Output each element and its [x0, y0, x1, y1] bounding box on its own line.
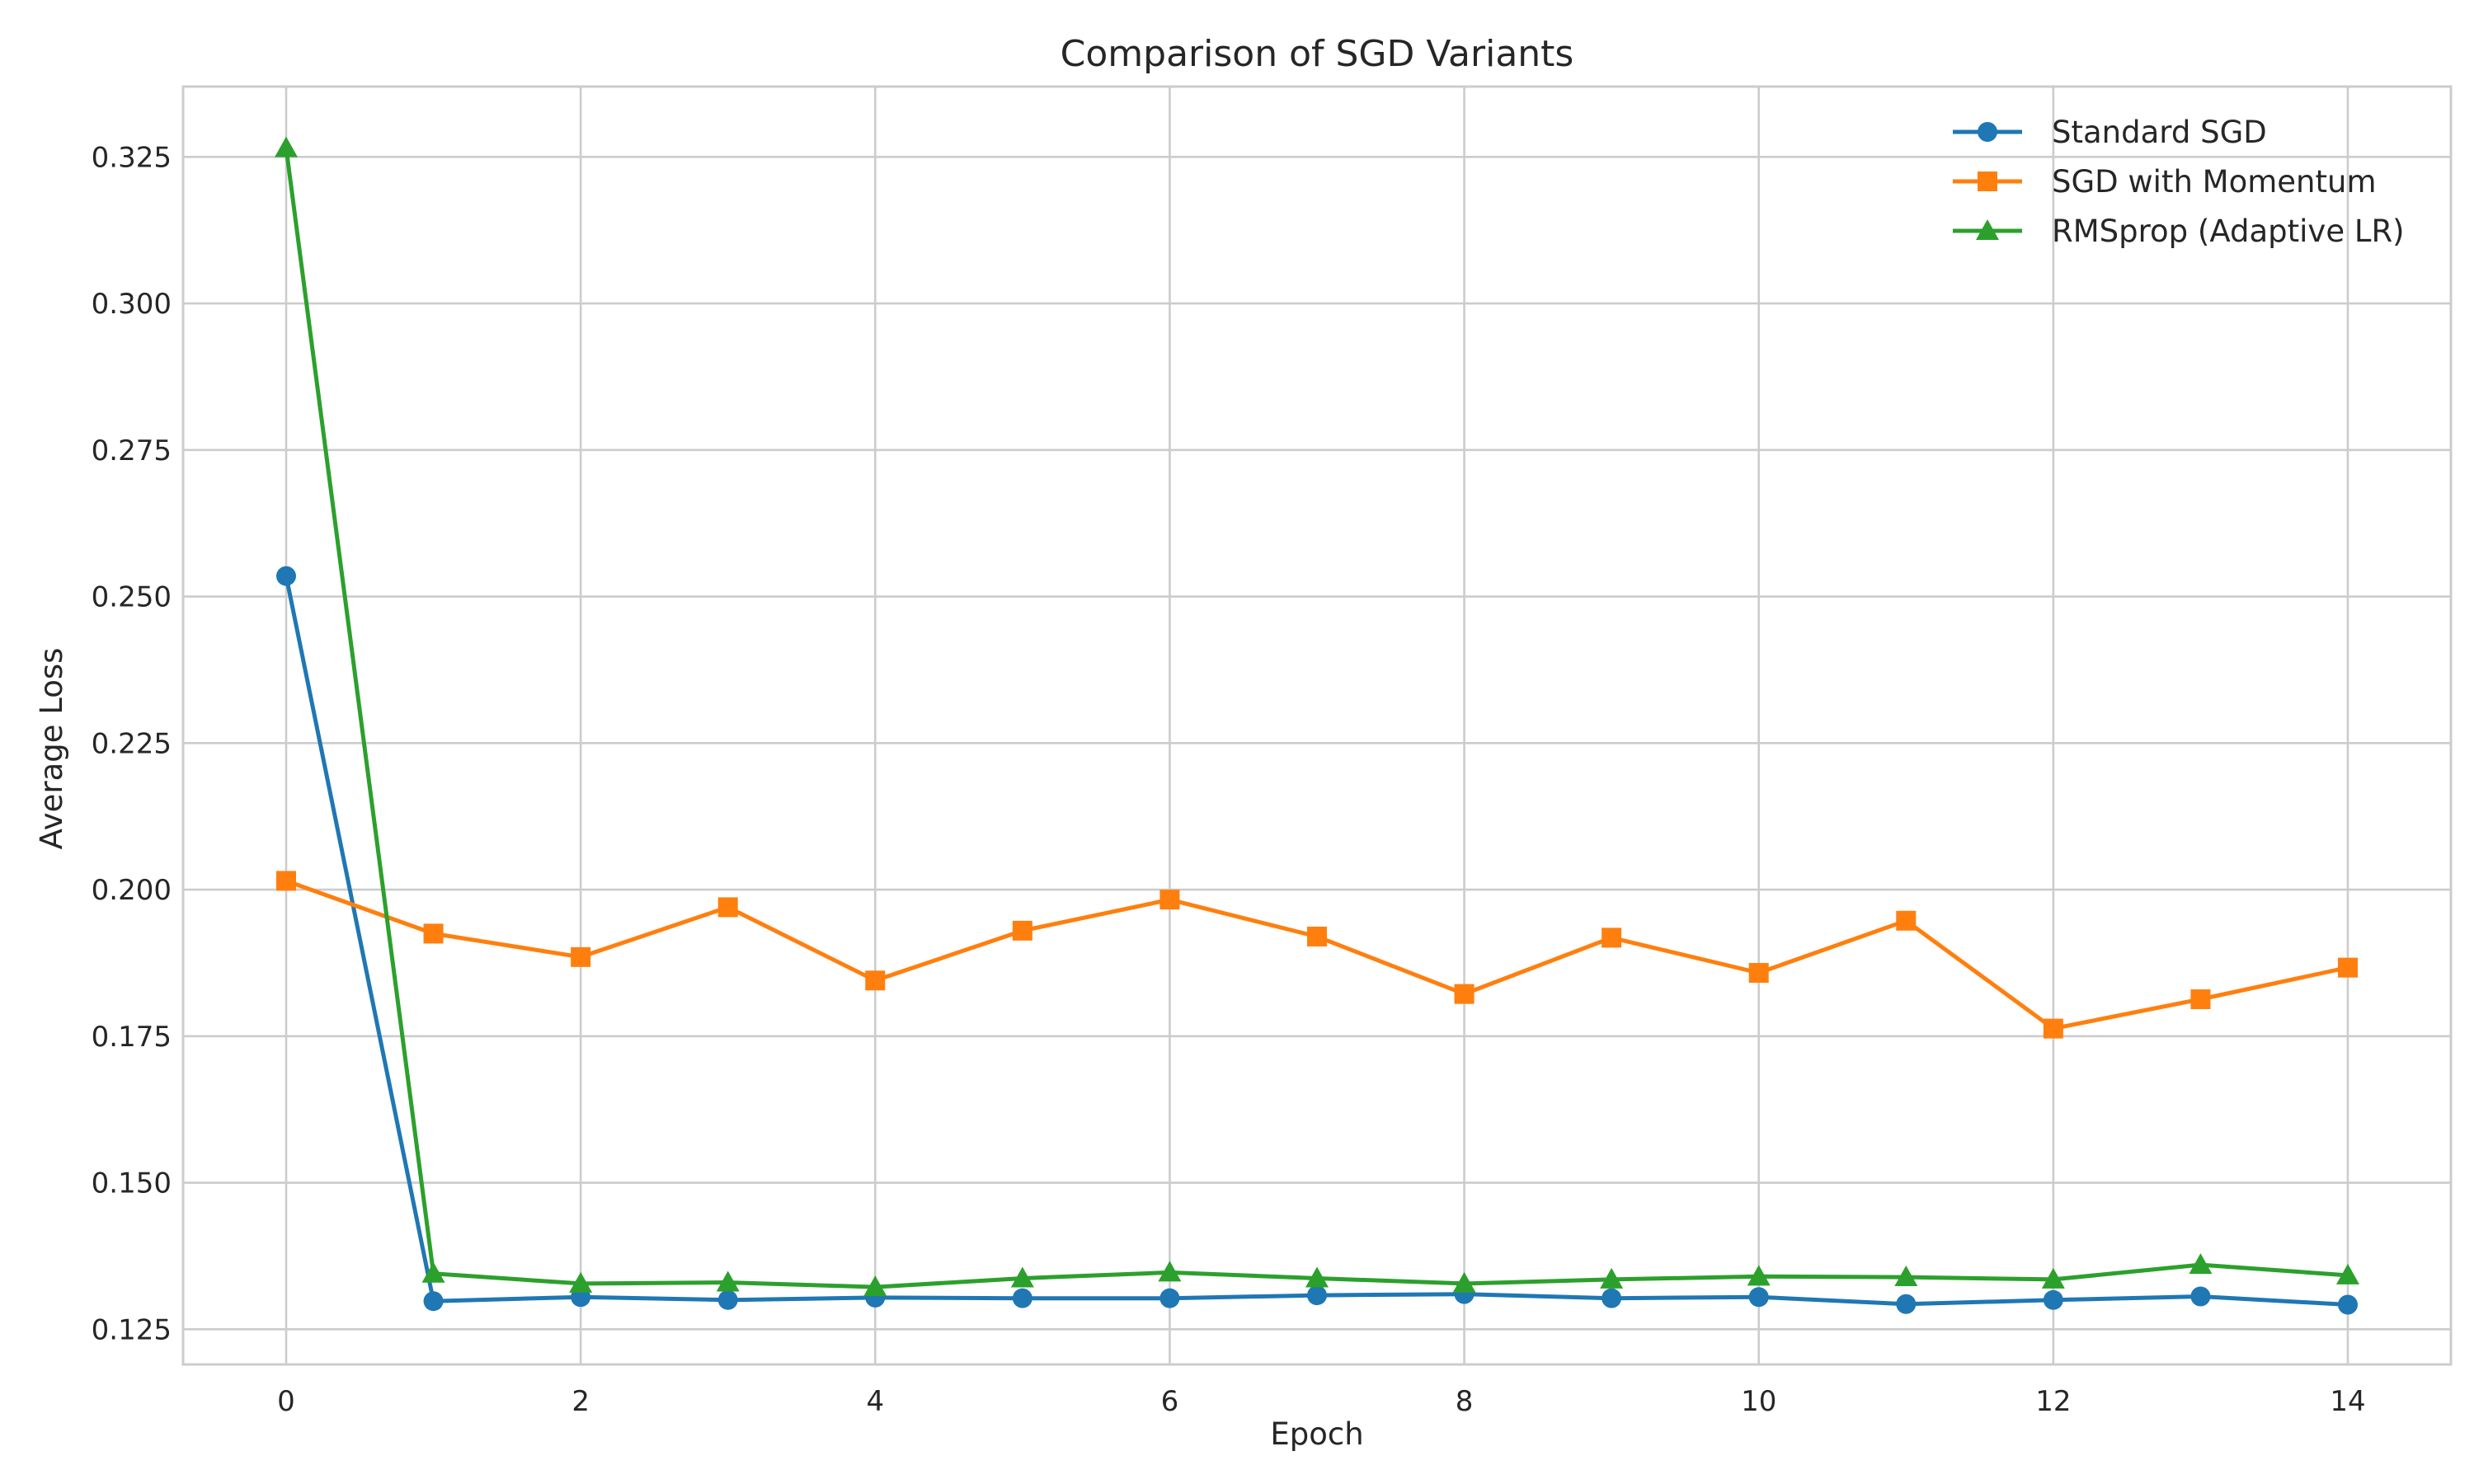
data-point-rmsprop-adaptive-lr [863, 1275, 887, 1297]
data-point-rmsprop-adaptive-lr [1894, 1266, 1918, 1287]
legend-marker [1978, 122, 1997, 142]
y-tick-label: 0.250 [92, 581, 172, 614]
data-point-rmsprop-adaptive-lr [1452, 1271, 1476, 1293]
legend-label: SGD with Momentum [2052, 164, 2377, 200]
data-point-standard-sgd [2043, 1289, 2063, 1310]
data-point-standard-sgd [276, 566, 296, 586]
legend-item-rmsprop-adaptive-lr: RMSprop (Adaptive LR) [1953, 214, 2405, 249]
data-point-sgd-with-momentum [717, 897, 738, 918]
data-point-sgd-with-momentum [276, 871, 296, 891]
grid [183, 87, 2451, 1364]
data-point-sgd-with-momentum [1159, 890, 1180, 910]
data-point-sgd-with-momentum [571, 946, 591, 967]
data-point-sgd-with-momentum [1602, 928, 1622, 948]
data-point-sgd-with-momentum [1454, 984, 1475, 1004]
legend-label: Standard SGD [2052, 115, 2267, 150]
data-point-sgd-with-momentum [2043, 1018, 2063, 1039]
data-point-sgd-with-momentum [2190, 989, 2211, 1010]
y-tick-label: 0.225 [92, 727, 172, 760]
x-tick-label: 2 [571, 1385, 590, 1418]
legend-label: RMSprop (Adaptive LR) [2052, 214, 2405, 249]
x-tick-label: 10 [1741, 1385, 1776, 1418]
data-point-sgd-with-momentum [1012, 920, 1032, 941]
data-point-standard-sgd [1896, 1294, 1917, 1314]
y-tick-label: 0.150 [92, 1167, 172, 1200]
data-point-standard-sgd [1012, 1288, 1032, 1308]
data-point-rmsprop-adaptive-lr [2336, 1263, 2359, 1284]
data-point-rmsprop-adaptive-lr [569, 1271, 593, 1293]
legend-marker [1976, 219, 1999, 240]
x-axis-label: Epoch [1270, 1416, 1363, 1452]
data-point-rmsprop-adaptive-lr [1010, 1266, 1034, 1288]
x-tick-label: 12 [2035, 1385, 2071, 1418]
data-point-rmsprop-adaptive-lr [1747, 1265, 1771, 1286]
x-tick-label: 4 [866, 1385, 884, 1418]
data-point-sgd-with-momentum [865, 970, 886, 991]
y-tick-label: 0.300 [92, 288, 172, 321]
legend-item-sgd-with-momentum: SGD with Momentum [1953, 164, 2377, 200]
data-point-rmsprop-adaptive-lr [1305, 1266, 1329, 1288]
data-point-sgd-with-momentum [423, 923, 444, 944]
x-tick-label: 14 [2330, 1385, 2365, 1418]
y-tick-label: 0.175 [92, 1021, 172, 1054]
y-axis-label: Average Loss [34, 648, 69, 850]
data-point-standard-sgd [1307, 1285, 1327, 1306]
data-markers [275, 136, 2359, 1315]
data-point-rmsprop-adaptive-lr [2041, 1267, 2065, 1289]
x-tick-label: 6 [1161, 1385, 1179, 1418]
data-point-rmsprop-adaptive-lr [275, 136, 298, 157]
data-point-rmsprop-adaptive-lr [421, 1261, 445, 1283]
data-point-standard-sgd [1159, 1288, 1180, 1308]
chart-title: Comparison of SGD Variants [1061, 33, 1574, 75]
legend-item-standard-sgd: Standard SGD [1953, 115, 2267, 150]
tick-labels: 0 2 4 6 8 10 12 14 0.125 0.150 0.175 0.200 0.225 0.25… [92, 141, 2366, 1418]
x-tick-label: 0 [277, 1385, 295, 1418]
data-point-rmsprop-adaptive-lr [1158, 1261, 1182, 1282]
data-point-sgd-with-momentum [1307, 926, 1327, 946]
data-point-standard-sgd [1602, 1288, 1622, 1308]
data-point-rmsprop-adaptive-lr [1600, 1267, 1624, 1289]
y-tick-label: 0.275 [92, 434, 172, 467]
legend: Standard SGD SGD with Momentum RMSprop (Ad… [1953, 115, 2405, 249]
data-point-rmsprop-adaptive-lr [2189, 1253, 2213, 1275]
data-point-sgd-with-momentum [2338, 957, 2358, 978]
legend-marker [1978, 171, 1997, 191]
data-point-standard-sgd [2190, 1286, 2211, 1307]
plot-frame [181, 85, 2453, 1366]
y-tick-label: 0.125 [92, 1313, 172, 1346]
data-point-standard-sgd [423, 1291, 444, 1312]
data-point-sgd-with-momentum [1896, 910, 1917, 931]
x-tick-label: 8 [1456, 1385, 1474, 1418]
y-tick-label: 0.325 [92, 141, 172, 174]
y-tick-label: 0.200 [92, 874, 172, 907]
data-point-rmsprop-adaptive-lr [716, 1270, 740, 1292]
data-point-standard-sgd [2338, 1294, 2358, 1315]
data-point-standard-sgd [717, 1289, 738, 1310]
data-point-standard-sgd [1748, 1287, 1769, 1308]
data-point-sgd-with-momentum [1748, 963, 1769, 984]
